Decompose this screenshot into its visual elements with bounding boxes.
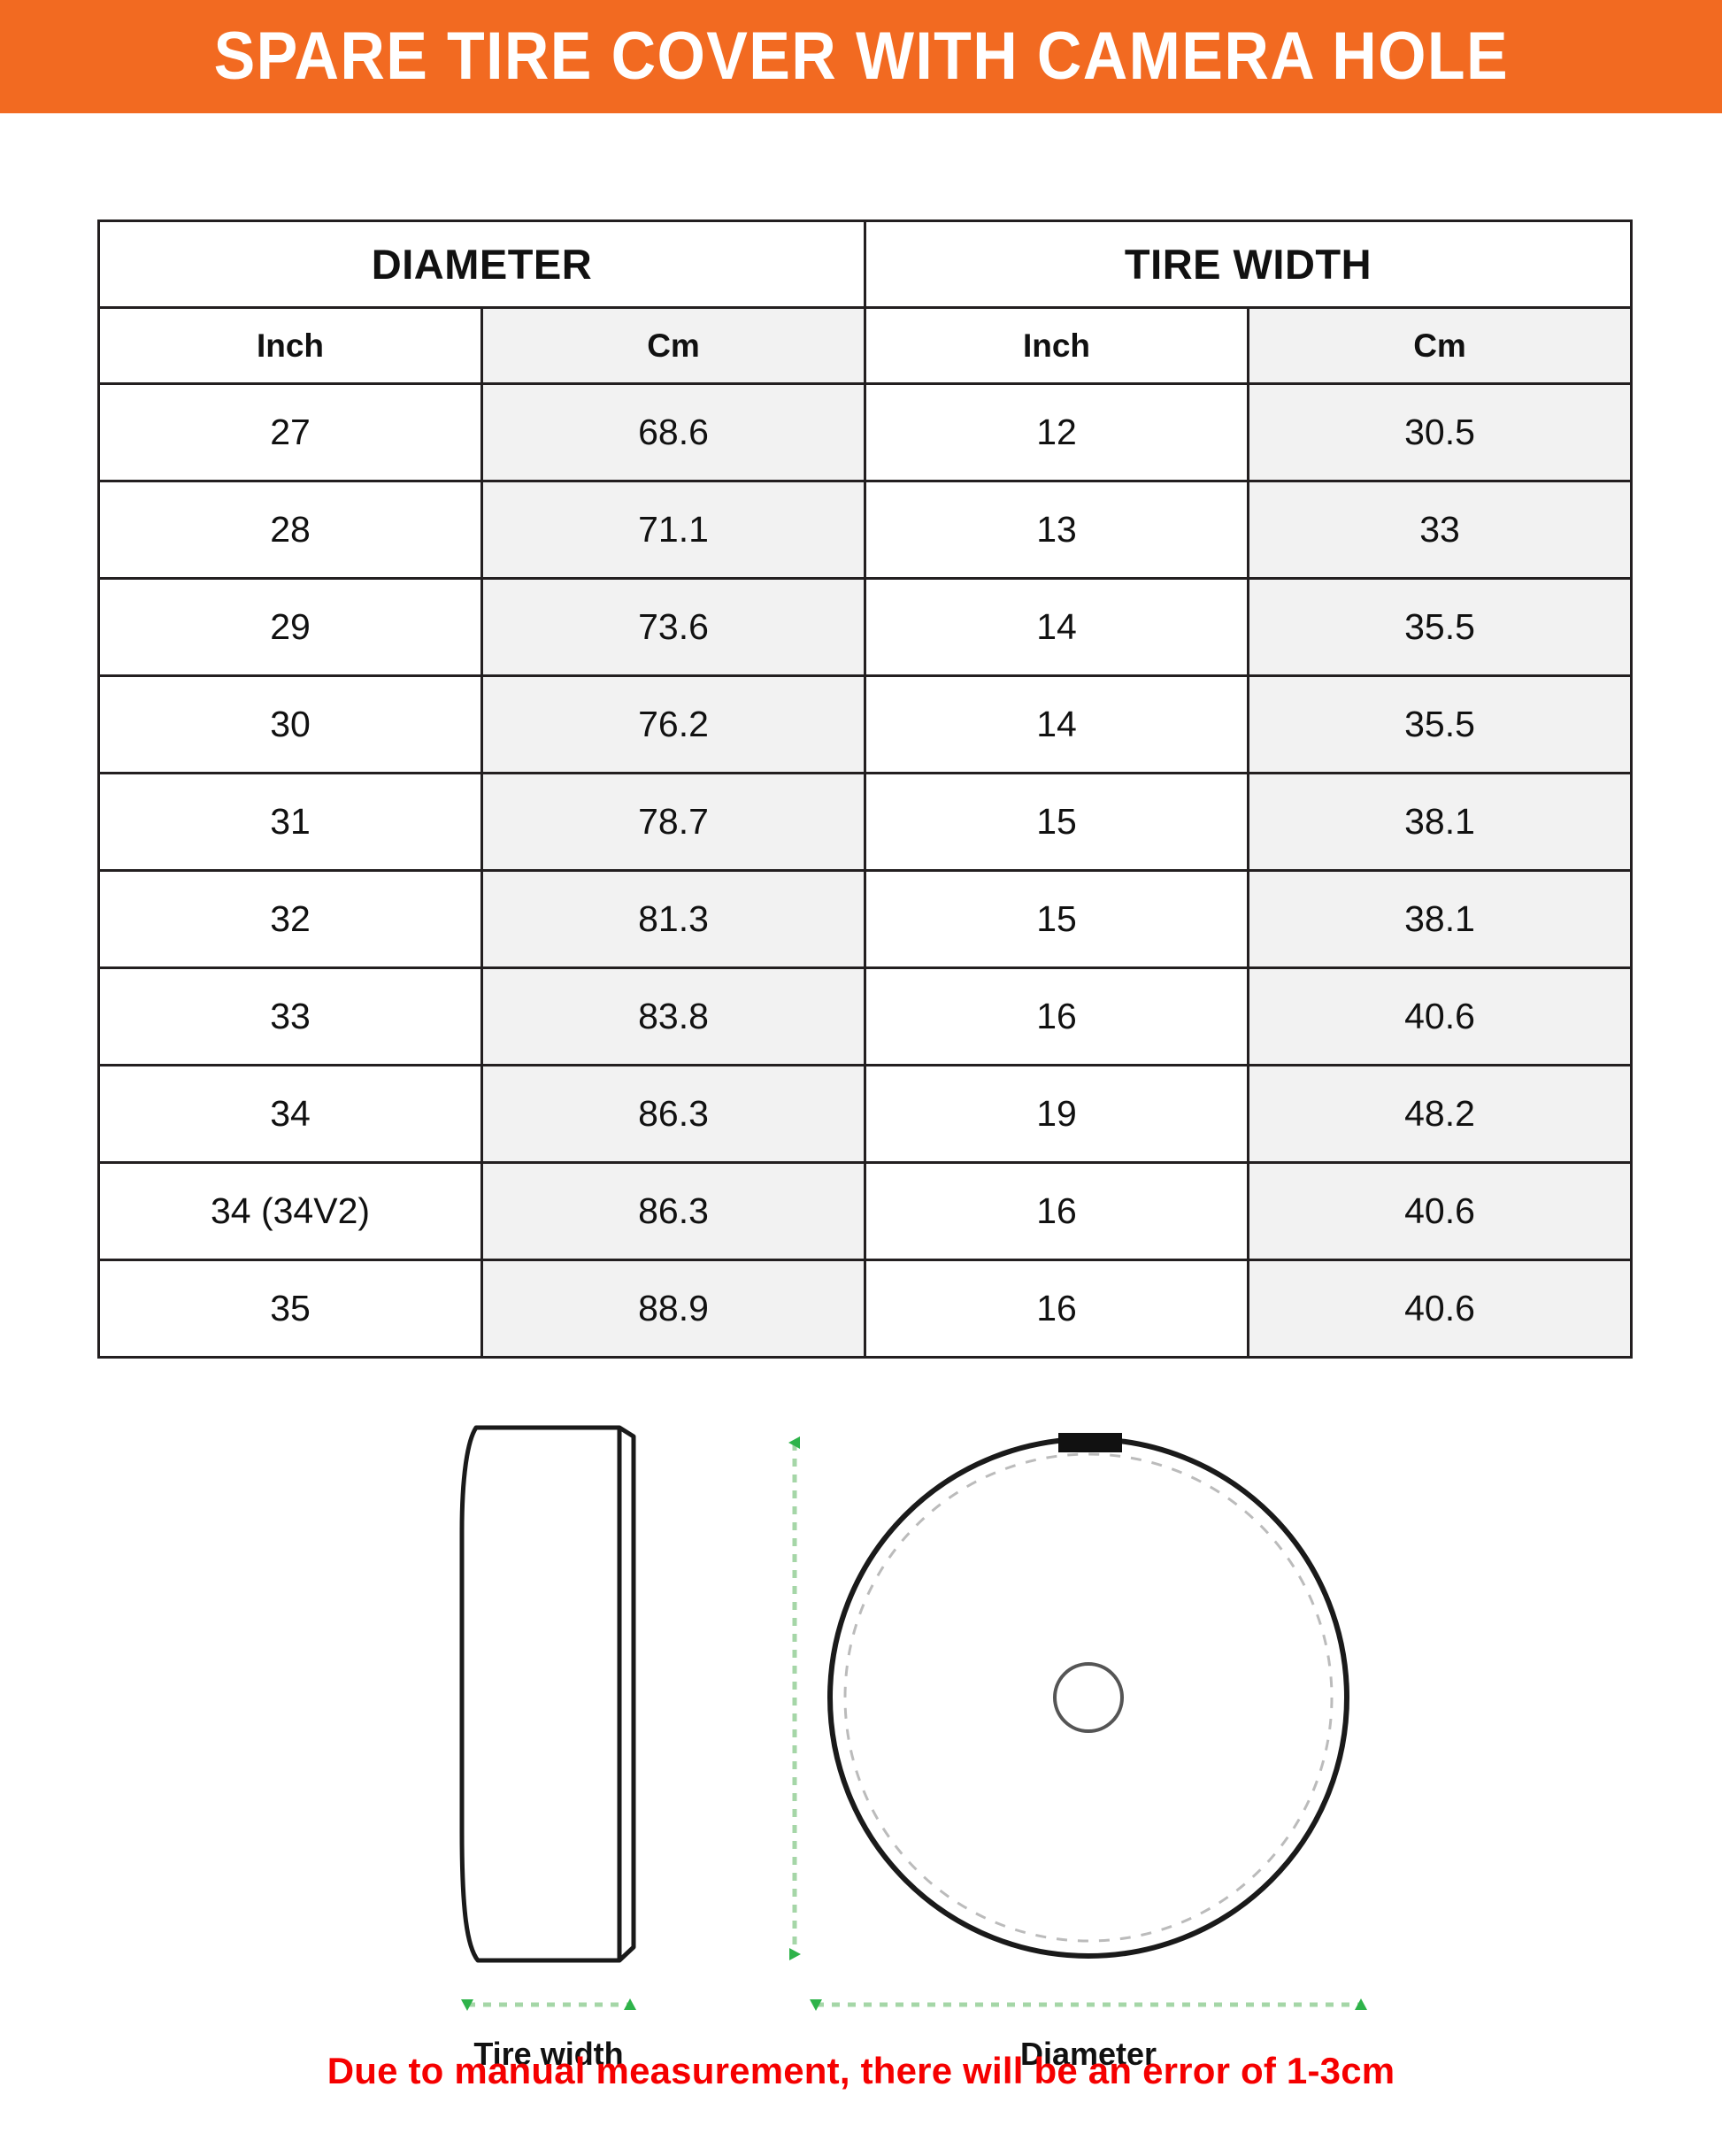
table-head: DIAMETER TIRE WIDTH Inch Cm Inch Cm <box>97 219 1633 385</box>
table-row: 35 88.9 16 40.6 <box>97 1259 1633 1359</box>
table-row: 34 (34V2) 86.3 16 40.6 <box>97 1161 1633 1261</box>
cell-width-cm: 38.1 <box>1247 772 1633 872</box>
cell-diameter-cm: 68.6 <box>480 382 866 482</box>
front-view-label: Diameter <box>1019 2036 1157 2072</box>
measurement-disclaimer: Due to manual measurement, there will be… <box>327 2050 1395 2091</box>
cell-width-cm: 35.5 <box>1247 674 1633 774</box>
sub-header-row: Inch Cm Inch Cm <box>97 306 1633 385</box>
cell-width-cm: 40.6 <box>1247 1161 1633 1261</box>
cell-width-inch: 12 <box>864 382 1249 482</box>
header-banner: SPARE TIRE COVER WITH CAMERA HOLE <box>0 0 1722 113</box>
cell-diameter-cm: 81.3 <box>480 869 866 969</box>
camera-hole-circle <box>1053 1662 1124 1733</box>
side-view-illustration <box>459 1425 636 1963</box>
cell-width-inch: 19 <box>864 1064 1249 1164</box>
cell-diameter-cm: 78.7 <box>480 772 866 872</box>
sub-header-width-cm: Cm <box>1247 306 1633 385</box>
cell-width-cm: 33 <box>1247 480 1633 580</box>
table-row: 34 86.3 19 48.2 <box>97 1064 1633 1164</box>
cell-width-inch: 16 <box>864 966 1249 1066</box>
product-diagram: Tire width Diameter <box>0 1416 1722 2072</box>
table-row: 30 76.2 14 35.5 <box>97 674 1633 774</box>
cell-width-inch: 14 <box>864 674 1249 774</box>
cell-width-cm: 48.2 <box>1247 1064 1633 1164</box>
cell-diameter-inch: 34 (34V2) <box>97 1161 483 1261</box>
sub-header-width-inch: Inch <box>864 306 1249 385</box>
cell-width-cm: 40.6 <box>1247 1259 1633 1359</box>
table-row: 29 73.6 14 35.5 <box>97 577 1633 677</box>
front-view-illustration <box>827 1433 1349 1959</box>
camera-hole-tab <box>1058 1433 1122 1452</box>
table-row: 28 71.1 13 33 <box>97 480 1633 580</box>
cell-width-inch: 15 <box>864 869 1249 969</box>
cell-diameter-inch: 27 <box>97 382 483 482</box>
cell-width-cm: 38.1 <box>1247 869 1633 969</box>
cell-diameter-cm: 73.6 <box>480 577 866 677</box>
sub-header-diameter-inch: Inch <box>97 306 483 385</box>
group-header-tire-width: TIRE WIDTH <box>864 219 1633 309</box>
table-row: 32 81.3 15 38.1 <box>97 869 1633 969</box>
page-title: SPARE TIRE COVER WITH CAMERA HOLE <box>213 19 1509 94</box>
cell-width-inch: 16 <box>864 1259 1249 1359</box>
cell-width-cm: 40.6 <box>1247 966 1633 1066</box>
cell-diameter-inch: 28 <box>97 480 483 580</box>
cell-diameter-cm: 83.8 <box>480 966 866 1066</box>
size-table: DIAMETER TIRE WIDTH Inch Cm Inch Cm 27 6… <box>97 219 1633 1359</box>
cell-width-inch: 13 <box>864 480 1249 580</box>
cell-diameter-inch: 34 <box>97 1064 483 1164</box>
cell-diameter-cm: 86.3 <box>480 1161 866 1261</box>
cell-width-cm: 30.5 <box>1247 382 1633 482</box>
cell-diameter-inch: 35 <box>97 1259 483 1359</box>
group-header-row: DIAMETER TIRE WIDTH <box>97 219 1633 309</box>
cell-diameter-cm: 71.1 <box>480 480 866 580</box>
cell-diameter-cm: 76.2 <box>480 674 866 774</box>
table-row: 31 78.7 15 38.1 <box>97 772 1633 872</box>
cell-width-inch: 16 <box>864 1161 1249 1261</box>
cell-diameter-cm: 86.3 <box>480 1064 866 1164</box>
cell-diameter-inch: 31 <box>97 772 483 872</box>
cell-width-cm: 35.5 <box>1247 577 1633 677</box>
cell-width-inch: 15 <box>864 772 1249 872</box>
cell-diameter-inch: 30 <box>97 674 483 774</box>
table-row: 33 83.8 16 40.6 <box>97 966 1633 1066</box>
cell-diameter-inch: 32 <box>97 869 483 969</box>
sub-header-diameter-cm: Cm <box>480 306 866 385</box>
cell-diameter-inch: 33 <box>97 966 483 1066</box>
cell-diameter-inch: 29 <box>97 577 483 677</box>
side-view-label: Tire width <box>473 2036 624 2072</box>
table-row: 27 68.6 12 30.5 <box>97 382 1633 482</box>
group-header-diameter: DIAMETER <box>97 219 866 309</box>
cell-width-inch: 14 <box>864 577 1249 677</box>
table-body: 27 68.6 12 30.5 28 71.1 13 33 29 73.6 14… <box>97 382 1633 1359</box>
cell-diameter-cm: 88.9 <box>480 1259 866 1359</box>
